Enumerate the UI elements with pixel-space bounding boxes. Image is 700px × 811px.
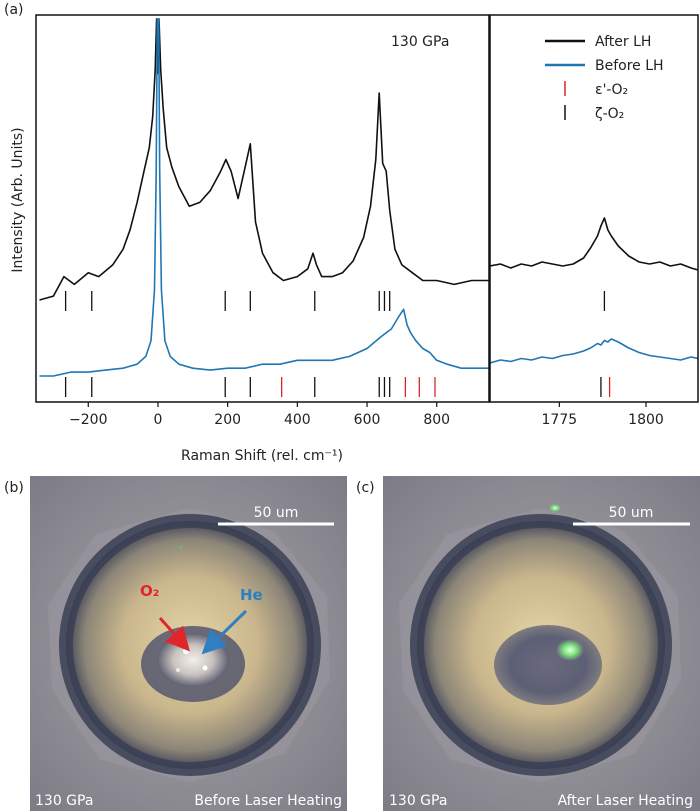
x-tick-label: 400 — [284, 412, 311, 428]
x-tick-label: 0 — [154, 412, 163, 428]
legend-label: Before LH — [595, 58, 664, 74]
series-before-lh — [490, 338, 698, 364]
panel-c-label: (c) — [356, 480, 375, 496]
x-tick-label: 1775 — [542, 412, 578, 428]
pressure-label-c: 130 GPa — [389, 793, 447, 809]
y-axis-label: Intensity (Arb. Units) — [10, 127, 26, 272]
legend-label: ε'-O₂ — [595, 82, 628, 98]
caption-c: After Laser Heating — [558, 793, 693, 809]
scale-label-c: 50 um — [609, 505, 654, 521]
x-tick-label: 800 — [423, 412, 450, 428]
o2-label: O₂ — [140, 582, 159, 600]
legend: After LH Before LH ε'-O₂ ζ-O₂ — [545, 34, 664, 122]
series-after-lh — [490, 217, 698, 271]
scale-label-b: 50 um — [254, 505, 299, 521]
main-axes-frame — [35, 14, 490, 403]
series-after-lh — [39, 18, 489, 301]
x-tick-label: 200 — [214, 412, 241, 428]
x-tick-label: 1800 — [628, 412, 664, 428]
pressure-annotation: 130 GPa — [391, 34, 449, 50]
micrograph-after: 50 um 130 GPa After Laser Heating — [383, 476, 700, 811]
legend-label: ζ-O₂ — [595, 106, 624, 122]
pressure-label-b: 130 GPa — [35, 793, 93, 809]
raman-plot: −200 0 200 400 600 800 1775 1800 — [35, 14, 699, 428]
series-before-lh — [39, 18, 489, 377]
x-tick-label: 600 — [354, 412, 381, 428]
legend-label: After LH — [595, 34, 651, 50]
panel-a-label: (a) — [4, 2, 24, 18]
x-tick-label: −200 — [69, 412, 107, 428]
right-axes-frame — [489, 14, 699, 403]
panel-b-label: (b) — [4, 480, 24, 496]
micrograph-before: O₂ He 50 um 130 GPa Before Laser Heating — [30, 476, 347, 811]
caption-b: Before Laser Heating — [194, 793, 342, 809]
he-label: He — [240, 586, 263, 604]
x-axis-label: Raman Shift (rel. cm⁻¹) — [181, 448, 343, 464]
